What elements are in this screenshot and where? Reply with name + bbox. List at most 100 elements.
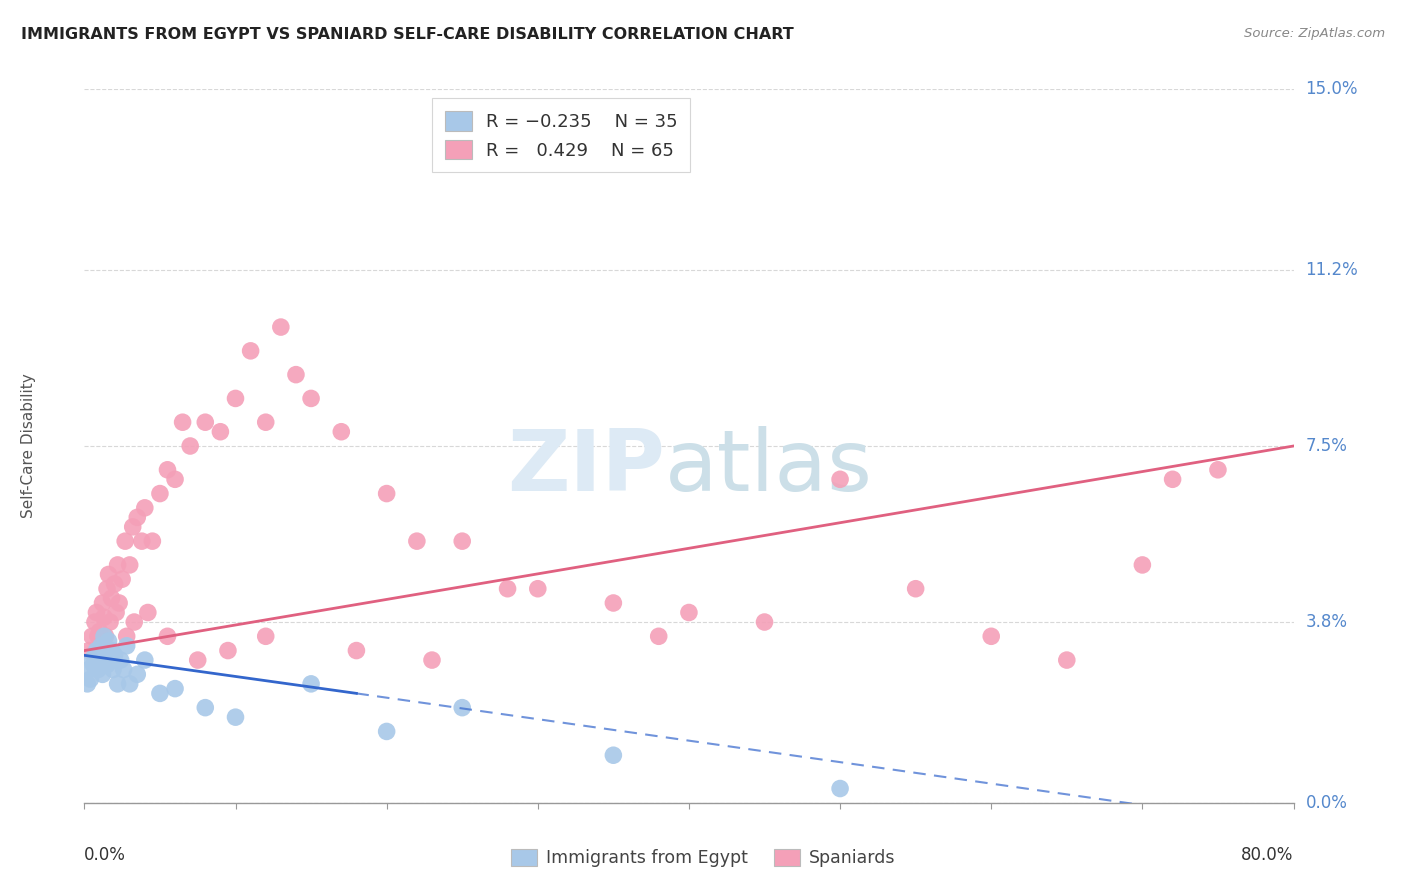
Point: [111, 572, 134, 586]
Legend: R = −0.235    N = 35, R =   0.429    N = 65: R = −0.235 N = 35, R = 0.429 N = 65: [432, 98, 690, 172]
Point: [284, 368, 308, 382]
Point: [100, 591, 122, 606]
Text: ZIP: ZIP: [508, 425, 665, 509]
Point: [149, 686, 172, 700]
Point: [114, 534, 136, 549]
Point: [94, 648, 117, 663]
Point: [217, 643, 239, 657]
Point: [420, 653, 443, 667]
Point: [131, 534, 153, 549]
Point: [122, 615, 145, 629]
Point: [375, 486, 398, 500]
Point: [89, 624, 111, 639]
Point: [108, 596, 131, 610]
Point: [115, 629, 138, 643]
Point: [165, 681, 187, 696]
Text: 7.5%: 7.5%: [1306, 437, 1347, 455]
Point: [496, 582, 519, 596]
Point: [100, 643, 122, 657]
Point: [451, 534, 474, 549]
Point: [1161, 472, 1184, 486]
Point: [104, 648, 127, 663]
Point: [84, 648, 107, 663]
Text: 0.0%: 0.0%: [1306, 794, 1347, 812]
Point: [97, 634, 120, 648]
Point: [904, 582, 927, 596]
Point: [375, 724, 398, 739]
Point: [112, 663, 135, 677]
Point: [94, 629, 117, 643]
Point: [156, 463, 179, 477]
Point: [82, 657, 104, 672]
Text: Self-Care Disability: Self-Care Disability: [21, 374, 37, 518]
Legend: Immigrants from Egypt, Spaniards: Immigrants from Egypt, Spaniards: [505, 842, 901, 874]
Point: [86, 606, 108, 620]
Point: [79, 672, 101, 686]
Point: [194, 415, 217, 429]
Point: [136, 606, 159, 620]
Point: [91, 667, 114, 681]
Text: Source: ZipAtlas.com: Source: ZipAtlas.com: [1244, 27, 1385, 40]
Point: [77, 643, 100, 657]
Point: [1206, 463, 1229, 477]
Point: [93, 629, 115, 643]
Point: [179, 439, 201, 453]
Point: [121, 520, 143, 534]
Text: 3.8%: 3.8%: [1306, 613, 1347, 631]
Point: [91, 596, 114, 610]
Text: atlas: atlas: [665, 425, 873, 509]
Point: [77, 663, 100, 677]
Point: [225, 392, 247, 406]
Point: [270, 320, 292, 334]
Point: [118, 558, 141, 572]
Point: [299, 677, 322, 691]
Point: [80, 653, 103, 667]
Point: [98, 615, 121, 629]
Point: [527, 582, 550, 596]
Point: [254, 415, 277, 429]
Point: [451, 700, 474, 714]
Point: [602, 748, 624, 763]
Point: [602, 596, 624, 610]
Point: [980, 629, 1002, 643]
Point: [127, 667, 149, 681]
Point: [84, 615, 107, 629]
Point: [93, 610, 115, 624]
Point: [647, 629, 671, 643]
Point: [96, 582, 118, 596]
Point: [134, 500, 156, 515]
Point: [254, 629, 277, 643]
Point: [107, 558, 129, 572]
Point: [165, 472, 187, 486]
Point: [80, 629, 103, 643]
Point: [118, 677, 141, 691]
Point: [98, 653, 121, 667]
Point: [104, 577, 127, 591]
Point: [87, 629, 110, 643]
Text: 15.0%: 15.0%: [1306, 80, 1358, 98]
Point: [172, 415, 194, 429]
Point: [96, 657, 118, 672]
Point: [754, 615, 776, 629]
Point: [90, 639, 112, 653]
Point: [127, 510, 149, 524]
Point: [225, 710, 247, 724]
Point: [134, 653, 156, 667]
Point: [76, 677, 98, 691]
Point: [330, 425, 353, 439]
Point: [149, 486, 172, 500]
Point: [239, 343, 262, 358]
Point: [89, 653, 111, 667]
Point: [97, 567, 120, 582]
Point: [194, 700, 217, 714]
Text: 80.0%: 80.0%: [1241, 846, 1294, 863]
Point: [346, 643, 368, 657]
Point: [209, 425, 232, 439]
Point: [678, 606, 700, 620]
Point: [830, 472, 852, 486]
Point: [299, 392, 322, 406]
Point: [90, 629, 112, 643]
Point: [830, 781, 852, 796]
Point: [1130, 558, 1153, 572]
Text: IMMIGRANTS FROM EGYPT VS SPANIARD SELF-CARE DISABILITY CORRELATION CHART: IMMIGRANTS FROM EGYPT VS SPANIARD SELF-C…: [21, 27, 794, 42]
